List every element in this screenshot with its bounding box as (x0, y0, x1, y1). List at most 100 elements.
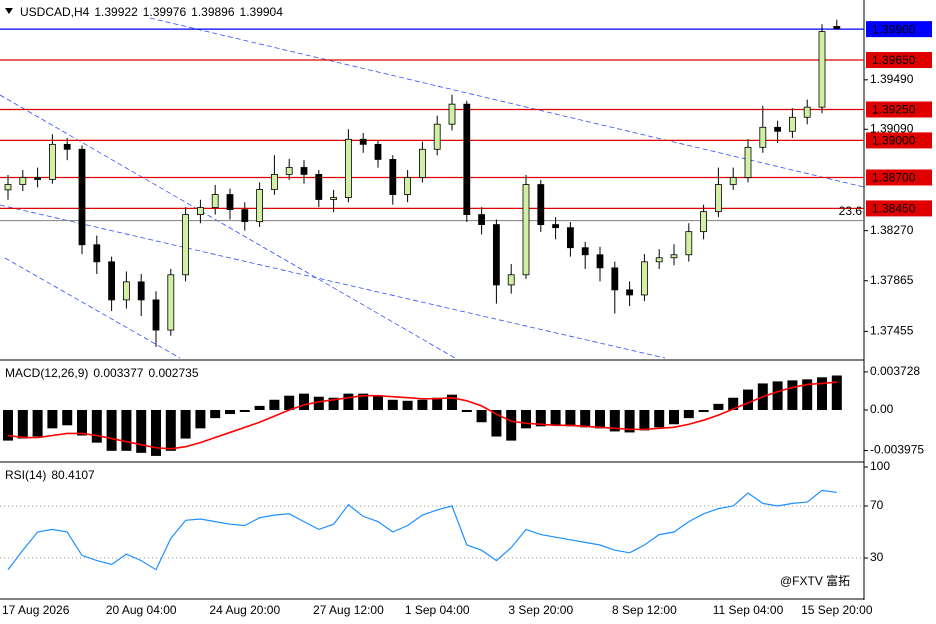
candle-body (448, 103, 456, 125)
macd-bar (387, 399, 398, 410)
candle-body (63, 143, 71, 150)
candle-body (211, 194, 219, 208)
candle-body (315, 173, 323, 200)
candle-body (567, 227, 574, 249)
macd-bar (210, 409, 221, 419)
macd-bar (313, 396, 324, 410)
macd-bar (432, 397, 443, 410)
candle-body (285, 167, 293, 175)
macd-bar (491, 409, 502, 437)
candle-body (626, 289, 633, 296)
x-tick-label: 3 Sep 20:00 (508, 603, 573, 617)
macd-bar (62, 409, 73, 426)
candle-body (833, 26, 841, 30)
macd-bar (254, 405, 265, 410)
macd-bar (32, 409, 43, 437)
y-tick-label: 100 (870, 459, 890, 473)
y-tick-label: 1.37865 (870, 273, 914, 287)
candle-body (108, 261, 115, 301)
macd-bar (180, 409, 191, 439)
macd-bar (609, 409, 620, 432)
macd-bar (91, 409, 102, 443)
candle-body (478, 214, 486, 225)
macd-bar (550, 409, 561, 426)
candle-body (552, 224, 559, 229)
level-label: 1.38450 (872, 202, 916, 216)
macd-bar (772, 381, 783, 410)
macd-bar (787, 380, 798, 410)
candle-body (182, 214, 190, 276)
macd-bar (728, 397, 739, 410)
candle-body (418, 148, 426, 178)
candle-body (641, 261, 648, 296)
candle-body (137, 281, 145, 301)
y-tick-label: 0.003728 (870, 364, 920, 378)
candle-body (700, 211, 707, 233)
candle-body (611, 267, 619, 291)
x-tick-label: 24 Aug 20:00 (209, 603, 280, 617)
y-tick-label: 1.39490 (870, 72, 914, 86)
header-text: 1.39922 (94, 5, 138, 19)
candle-body (803, 106, 811, 118)
level-box (866, 101, 932, 118)
candle-body (818, 31, 826, 108)
x-tick-label: 17 Aug 2026 (2, 603, 70, 617)
macd-bar (358, 393, 369, 410)
candle-body (655, 257, 663, 263)
macd-bar (121, 409, 132, 451)
macd-bar (476, 409, 487, 423)
watermark: @FXTV 富拓 (780, 573, 850, 588)
macd-bar (669, 409, 679, 425)
level-box (866, 21, 932, 38)
candle-body (4, 184, 12, 191)
fib-label: 23.6 (839, 204, 863, 218)
x-tick-label: 27 Aug 12:00 (313, 603, 384, 617)
y-tick-label: 1.39090 (870, 121, 914, 135)
macd-bar (565, 409, 576, 427)
macd-bar (151, 409, 161, 456)
trendline (0, 204, 666, 359)
y-tick-label: 1.38270 (870, 223, 914, 237)
dropdown-icon (5, 8, 13, 14)
macd-bar (683, 409, 694, 419)
candle-body (152, 299, 160, 331)
x-tick-label: 15 Sep 20:00 (801, 603, 873, 617)
candle-body (389, 159, 397, 195)
macd-bar (624, 409, 635, 433)
x-tick-label: 8 Sep 12:00 (612, 603, 677, 617)
macd-bar (165, 409, 176, 451)
candle-body (196, 207, 204, 215)
indicator-label: 0.003377 (93, 366, 143, 380)
candle-body (78, 148, 86, 246)
candle-body (789, 116, 796, 132)
macd-bar (817, 377, 827, 410)
candle-body (404, 177, 412, 195)
macd-bar (77, 409, 87, 436)
level-box (866, 200, 932, 217)
candle-body (241, 209, 249, 223)
candle-body (492, 224, 500, 286)
y-tick-label: 1.37455 (870, 324, 914, 338)
macd-bar (595, 409, 605, 429)
macd-bar (506, 409, 517, 441)
candle-body (715, 184, 722, 213)
candle-body (256, 189, 264, 223)
indicator-label: RSI(14) (5, 468, 46, 482)
macd-bar (373, 395, 383, 410)
macd-bar (417, 399, 428, 410)
candle-body (463, 103, 471, 215)
header-text: USDCAD,H4 (20, 5, 90, 19)
candle-body (433, 123, 441, 150)
macd-bar (580, 409, 591, 428)
x-tick-label: 1 Sep 04:00 (405, 603, 470, 617)
level-label: 1.39000 (872, 134, 916, 148)
candle-body (330, 197, 338, 200)
macd-bar (447, 394, 457, 410)
macd-bar (106, 409, 117, 451)
macd-bar (461, 409, 472, 413)
x-tick-label: 20 Aug 04:00 (106, 603, 177, 617)
macd-bar (299, 393, 309, 410)
candle-body (759, 126, 767, 148)
